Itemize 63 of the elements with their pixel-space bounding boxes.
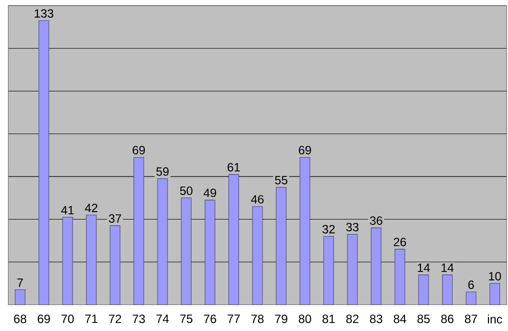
bar <box>490 283 500 306</box>
bar <box>38 20 50 306</box>
data-label: 26 <box>394 238 406 246</box>
bar <box>394 249 406 306</box>
bar <box>134 157 144 306</box>
x-tick-label: 87 <box>464 314 478 324</box>
x-tick-label: 79 <box>275 314 288 324</box>
bar <box>228 174 239 306</box>
data-label: 10 <box>489 272 501 281</box>
data-label: 14 <box>442 264 454 272</box>
x-tick-label: 86 <box>441 314 454 324</box>
x-tick-label: 72 <box>109 314 122 324</box>
data-label: 6 <box>468 280 474 290</box>
data-label: 55 <box>275 176 288 184</box>
x-tick-label: 76 <box>204 314 216 324</box>
x-tick-label: 83 <box>370 314 382 324</box>
data-label: 14 <box>418 264 430 272</box>
x-tick-label: 71 <box>85 314 98 324</box>
bar <box>347 234 358 306</box>
data-label: 69 <box>298 146 312 155</box>
x-tick-label: 80 <box>298 314 312 324</box>
bar <box>181 198 192 306</box>
data-label: 61 <box>228 163 240 172</box>
data-label: 33 <box>346 223 359 232</box>
bar <box>204 200 216 306</box>
bar <box>14 290 26 306</box>
bar <box>323 236 334 306</box>
bar <box>110 226 120 306</box>
x-tick-label: 82 <box>346 314 358 324</box>
x-tick-label: 73 <box>132 314 145 324</box>
x-tick-label: 77 <box>228 314 240 324</box>
x-tick-label: 85 <box>417 314 430 324</box>
data-label: 32 <box>322 225 335 234</box>
data-label: 36 <box>370 216 382 226</box>
x-tick-label: 81 <box>322 314 335 324</box>
data-label: 50 <box>180 186 192 196</box>
bar <box>252 206 263 306</box>
x-tick-label: 75 <box>180 314 192 324</box>
x-tick-label: 69 <box>38 314 50 324</box>
data-label: 42 <box>84 204 98 212</box>
bar <box>370 228 382 306</box>
data-label: 69 <box>132 146 145 155</box>
x-tick-label: 78 <box>251 314 264 324</box>
bar <box>157 178 168 306</box>
bar <box>86 214 97 306</box>
data-label: 59 <box>156 167 169 176</box>
bar <box>418 274 429 306</box>
x-tick-label: 70 <box>62 314 74 324</box>
bar <box>62 217 73 306</box>
x-tick-label: inc <box>488 314 502 324</box>
x-tick-label: 74 <box>156 314 169 324</box>
bar <box>466 292 476 306</box>
bar <box>300 157 310 306</box>
bar <box>442 274 453 306</box>
data-label: 41 <box>61 206 74 214</box>
x-tick-label: 84 <box>394 314 406 324</box>
data-label: 46 <box>251 195 264 204</box>
bar <box>276 187 286 306</box>
data-label: 7 <box>17 278 23 288</box>
data-label: 37 <box>108 214 122 223</box>
x-tick-label: 68 <box>14 314 26 324</box>
data-label: 49 <box>204 188 216 198</box>
data-label: 133 <box>34 9 54 18</box>
